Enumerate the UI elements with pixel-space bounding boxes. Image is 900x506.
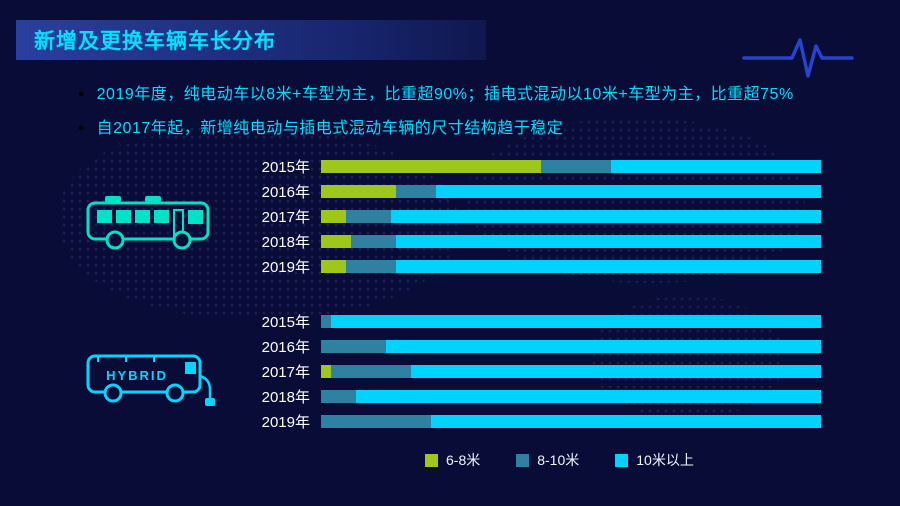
year-label: 2015年 xyxy=(261,314,310,331)
bullet-icon: ● xyxy=(78,88,85,100)
bar-segment-6-8米 xyxy=(321,210,346,223)
chart-row: 2018年 xyxy=(240,389,840,406)
year-label: 2018年 xyxy=(261,389,310,406)
chart-row: 2016年 xyxy=(240,339,840,356)
bar-track xyxy=(321,185,821,198)
bar-segment-6-8米 xyxy=(321,160,541,173)
bar-track xyxy=(321,260,821,273)
legend-swatch-8-10米 xyxy=(516,453,530,467)
bar-segment-6-8米 xyxy=(321,235,351,248)
bar-segment-8-10米 xyxy=(351,235,396,248)
legend-item: 8-10米 xyxy=(516,450,579,470)
year-label: 2018年 xyxy=(261,234,310,251)
bar-track xyxy=(321,160,821,173)
legend-label: 8-10米 xyxy=(537,452,580,468)
chart-row: 2019年 xyxy=(240,259,840,276)
year-label: 2017年 xyxy=(261,364,310,381)
bar-segment-10米以上 xyxy=(611,160,821,173)
bar-track xyxy=(321,365,821,378)
year-label: 2016年 xyxy=(261,184,310,201)
bar-track xyxy=(321,315,821,328)
bar-segment-10米以上 xyxy=(431,415,821,428)
year-label: 2017年 xyxy=(261,209,310,226)
bar-segment-10米以上 xyxy=(436,185,821,198)
chart-legend: 6-8米 8-10米 10米以上 xyxy=(425,450,694,470)
bar-segment-8-10米 xyxy=(321,315,331,328)
chart-row: 2019年 xyxy=(240,414,840,431)
bar-segment-8-10米 xyxy=(321,340,386,353)
bullet-item: ● 2019年度，纯电动车以8米+车型为主，比重超90%；插电式混动以10米+车… xyxy=(78,84,878,105)
bar-segment-10米以上 xyxy=(396,260,821,273)
legend-swatch-6-8米 xyxy=(425,453,438,467)
bar-track xyxy=(321,340,821,353)
chart-row: 2018年 xyxy=(240,234,840,251)
bar-segment-8-10米 xyxy=(321,390,356,403)
chart-row: 2016年 xyxy=(240,184,840,201)
bullet-text: 2019年度，纯电动车以8米+车型为主，比重超90%；插电式混动以10米+车型为… xyxy=(96,86,794,103)
bar-track xyxy=(321,415,821,428)
chart-row: 2015年 xyxy=(240,159,840,176)
bullet-list: ● 2019年度，纯电动车以8米+车型为主，比重超90%；插电式混动以10米+车… xyxy=(78,84,878,152)
title-bar: 新增及更换车辆车长分布 xyxy=(16,20,486,60)
chart-row: 2017年 xyxy=(240,364,840,381)
legend-swatch-10米以上 xyxy=(615,453,629,467)
bar-segment-8-10米 xyxy=(346,260,396,273)
map-dots-background xyxy=(465,118,805,283)
bar-segment-8-10米 xyxy=(346,210,391,223)
bar-track xyxy=(321,235,821,248)
bar-track xyxy=(321,210,821,223)
bar-segment-6-8米 xyxy=(321,365,331,378)
chart-row: 2015年 xyxy=(240,314,840,331)
bar-segment-8-10米 xyxy=(331,365,411,378)
hybrid-bus-icon: HYBRID xyxy=(86,354,215,406)
bar-segment-6-8米 xyxy=(321,185,396,198)
year-label: 2019年 xyxy=(261,414,310,431)
electric-bus-icon xyxy=(86,196,210,250)
chart-pure-electric: 2015年 2016年 2017年 2018年 2019年 xyxy=(240,159,840,285)
legend-item: 6-8米 xyxy=(425,450,480,470)
bar-segment-8-10米 xyxy=(321,415,431,428)
bar-segment-6-8米 xyxy=(321,260,346,273)
bar-segment-10米以上 xyxy=(356,390,821,403)
bar-segment-10米以上 xyxy=(396,235,821,248)
bar-segment-10米以上 xyxy=(391,210,821,223)
bar-segment-8-10米 xyxy=(541,160,611,173)
bullet-icon: ● xyxy=(78,122,85,134)
chart-row: 2017年 xyxy=(240,209,840,226)
page-title: 新增及更换车辆车长分布 xyxy=(34,30,276,53)
legend-label: 6-8米 xyxy=(446,452,481,468)
bar-segment-10米以上 xyxy=(411,365,821,378)
bar-segment-10米以上 xyxy=(331,315,821,328)
bar-segment-10米以上 xyxy=(386,340,821,353)
year-label: 2019年 xyxy=(261,259,310,276)
heartbeat-line-icon xyxy=(742,38,854,78)
bar-track xyxy=(321,390,821,403)
hybrid-label: HYBRID xyxy=(106,368,168,383)
bullet-text: 自2017年起，新增纯电动与插电式混动车辆的尺寸结构趋于稳定 xyxy=(96,120,564,137)
legend-item: 10米以上 xyxy=(615,450,694,470)
chart-plug-in-hybrid: 2015年 2016年 2017年 2018年 2019年 xyxy=(240,314,840,440)
year-label: 2015年 xyxy=(261,159,310,176)
bullet-item: ● 自2017年起，新增纯电动与插电式混动车辆的尺寸结构趋于稳定 xyxy=(78,118,878,139)
year-label: 2016年 xyxy=(261,339,310,356)
bar-segment-8-10米 xyxy=(396,185,436,198)
legend-label: 10米以上 xyxy=(636,452,694,468)
